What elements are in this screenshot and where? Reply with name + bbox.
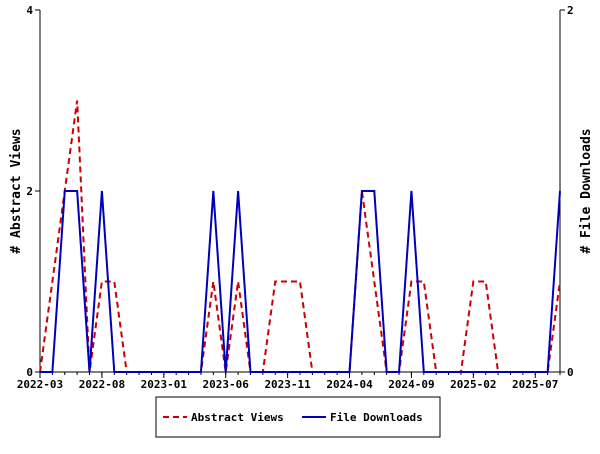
x-tick-label: 2023-06 xyxy=(203,378,250,391)
x-tick-label: 2025-02 xyxy=(450,378,496,391)
y-right-tick-label: 0 xyxy=(567,366,574,379)
x-tick-label: 2022-03 xyxy=(17,378,63,391)
x-tick-label: 2024-04 xyxy=(326,378,373,391)
x-tick-label: 2023-11 xyxy=(264,378,311,391)
x-tick-label: 2024-09 xyxy=(388,378,434,391)
x-tick-label: 2022-08 xyxy=(79,378,125,391)
y-left-tick-label: 0 xyxy=(26,366,33,379)
series-line-abstract-views xyxy=(40,101,560,373)
y-left-tick-label: 2 xyxy=(26,185,33,198)
y-left-axis-title: # Abstract Views xyxy=(9,128,24,253)
x-tick-label: 2023-01 xyxy=(141,378,188,391)
x-tick-label: 2025-07 xyxy=(512,378,558,391)
y-left-tick-label: 4 xyxy=(26,4,33,17)
legend-label: File Downloads xyxy=(330,411,423,424)
y-right-axis-title: # File Downloads xyxy=(579,128,594,253)
y-right-tick-label: 2 xyxy=(567,4,574,17)
legend-label: Abstract Views xyxy=(191,411,284,424)
